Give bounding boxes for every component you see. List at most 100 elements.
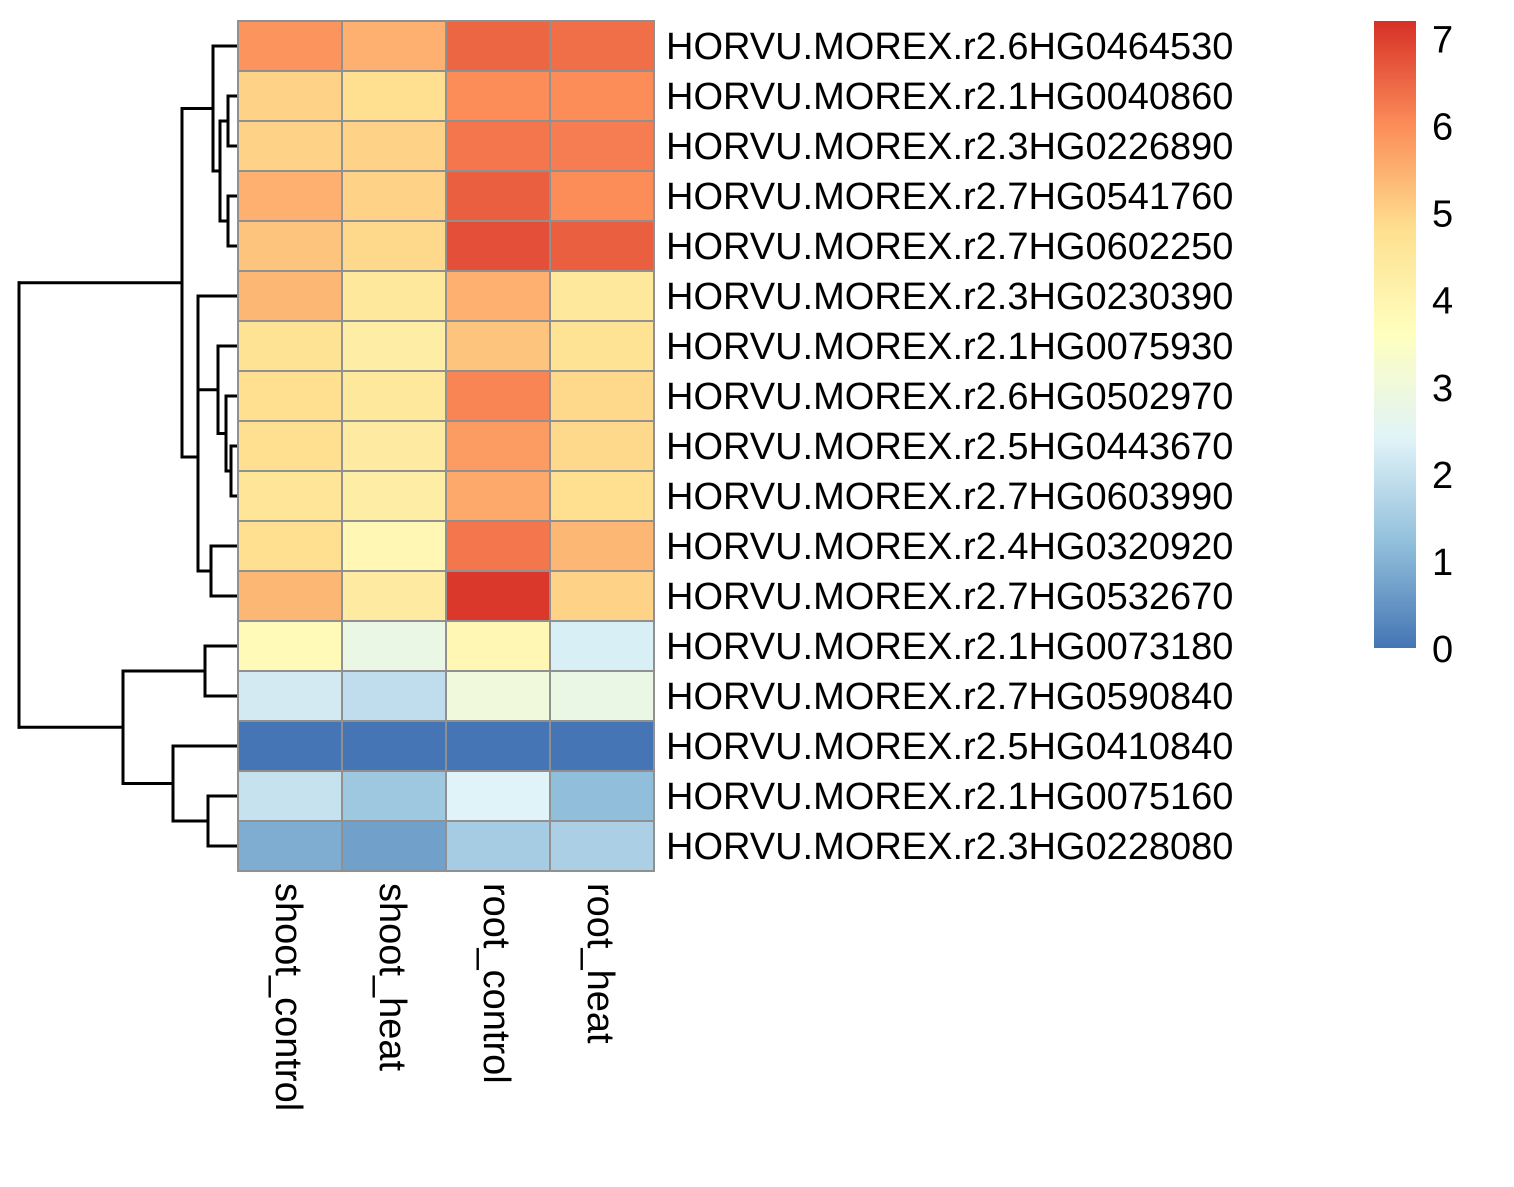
heatmap-cell (549, 420, 655, 472)
color-legend: 0 1 2 3 4 5 6 7 (1374, 19, 1453, 671)
column-label: shoot_control (267, 883, 309, 1111)
colorbar-tick-label: 6 (1432, 107, 1453, 149)
heatmap-cell (445, 320, 551, 372)
heatmap-cell (341, 370, 447, 422)
row-label: HORVU.MOREX.r2.7HG0602250 (666, 226, 1233, 268)
heatmap-cells (237, 20, 655, 872)
column-labels: shoot_control shoot_heat root_control root_… (267, 883, 621, 1111)
heatmap-cell (549, 770, 655, 822)
row-label: HORVU.MOREX.r2.6HG0502970 (666, 376, 1233, 418)
heatmap-cell (341, 520, 447, 572)
colorbar-tick-label: 4 (1432, 281, 1453, 323)
heatmap-cell (549, 120, 655, 172)
row-label: HORVU.MOREX.r2.5HG0410840 (666, 726, 1233, 768)
heatmap-cell (237, 670, 343, 722)
column-label: root_control (475, 883, 517, 1084)
heatmap-cell (341, 220, 447, 272)
row-label: HORVU.MOREX.r2.1HG0040860 (666, 76, 1233, 118)
heatmap-cell (445, 270, 551, 322)
heatmap-cell (341, 420, 447, 472)
heatmap-cell (341, 270, 447, 322)
heatmap-cell (549, 570, 655, 622)
heatmap-cell (445, 120, 551, 172)
heatmap-cell (445, 220, 551, 272)
heatmap-cell (237, 120, 343, 172)
heatmap-cell (341, 620, 447, 672)
heatmap-cell (341, 770, 447, 822)
heatmap-cell (549, 470, 655, 522)
heatmap-cell (549, 820, 655, 872)
heatmap-cell (237, 370, 343, 422)
heatmap-cell (445, 420, 551, 472)
heatmap-cell (237, 320, 343, 372)
heatmap-cell (445, 770, 551, 822)
colorbar-tick-label: 2 (1432, 455, 1453, 497)
heatmap-cell (341, 670, 447, 722)
heatmap-cell (549, 220, 655, 272)
heatmap-cell (549, 620, 655, 672)
heatmap-cell (341, 70, 447, 122)
row-label: HORVU.MOREX.r2.4HG0320920 (666, 526, 1233, 568)
colorbar-tick-label: 0 (1432, 629, 1453, 671)
heatmap-cell (445, 470, 551, 522)
heatmap-cell (341, 570, 447, 622)
heatmap-cell (549, 720, 655, 772)
row-label: HORVU.MOREX.r2.1HG0073180 (666, 626, 1233, 668)
row-label: HORVU.MOREX.r2.3HG0228080 (666, 826, 1233, 868)
heatmap-cell (237, 820, 343, 872)
heatmap-cell (237, 520, 343, 572)
heatmap-cell (341, 120, 447, 172)
row-label: HORVU.MOREX.r2.7HG0541760 (666, 176, 1233, 218)
row-label: HORVU.MOREX.r2.1HG0075160 (666, 776, 1233, 818)
heatmap-cell (237, 620, 343, 672)
column-label: root_heat (579, 883, 621, 1044)
row-labels: HORVU.MOREX.r2.6HG0464530 HORVU.MOREX.r2.… (666, 26, 1233, 868)
row-label: HORVU.MOREX.r2.3HG0230390 (666, 276, 1233, 318)
heatmap-cell (237, 220, 343, 272)
heatmap-cell (237, 70, 343, 122)
heatmap-cell (549, 670, 655, 722)
heatmap-cell (237, 20, 343, 72)
heatmap-cell (549, 170, 655, 222)
heatmap-cell (445, 370, 551, 422)
colorbar-tick-label: 7 (1432, 19, 1453, 61)
row-label: HORVU.MOREX.r2.7HG0590840 (666, 676, 1233, 718)
heatmap-cell (341, 720, 447, 772)
colorbar-tick-label: 3 (1432, 368, 1453, 410)
heatmap-cell (341, 470, 447, 522)
row-label: HORVU.MOREX.r2.7HG0603990 (666, 476, 1233, 518)
heatmap-cell (237, 270, 343, 322)
heatmap-cell (445, 720, 551, 772)
heatmap-cell (237, 170, 343, 222)
heatmap-cell (341, 170, 447, 222)
heatmap-cell (237, 420, 343, 472)
colorbar-tick-label: 1 (1432, 542, 1453, 584)
heatmap-cell (341, 820, 447, 872)
heatmap-cell (549, 20, 655, 72)
row-label: HORVU.MOREX.r2.5HG0443670 (666, 426, 1233, 468)
heatmap-cell (549, 70, 655, 122)
colorbar-tick-label: 5 (1432, 194, 1453, 236)
heatmap-cell (237, 720, 343, 772)
heatmap-cell (445, 520, 551, 572)
heatmap-cell (549, 520, 655, 572)
row-dendrogram (17, 44, 240, 848)
row-label: HORVU.MOREX.r2.1HG0075930 (666, 326, 1233, 368)
heatmap-cell (445, 620, 551, 672)
heatmap-cell (445, 570, 551, 622)
colorbar (1374, 21, 1416, 648)
heatmap-cell (549, 270, 655, 322)
heatmap-cell (237, 570, 343, 622)
heatmap-cell (341, 20, 447, 72)
row-label: HORVU.MOREX.r2.7HG0532670 (666, 576, 1233, 618)
heatmap-cell (445, 70, 551, 122)
heatmap-cell (445, 170, 551, 222)
row-label: HORVU.MOREX.r2.6HG0464530 (666, 26, 1233, 68)
row-label: HORVU.MOREX.r2.3HG0226890 (666, 126, 1233, 168)
heatmap-cell (549, 320, 655, 372)
column-label: shoot_heat (371, 883, 413, 1071)
heatmap-cell (549, 370, 655, 422)
heatmap-cell (445, 20, 551, 72)
heatmap-cell (341, 320, 447, 372)
